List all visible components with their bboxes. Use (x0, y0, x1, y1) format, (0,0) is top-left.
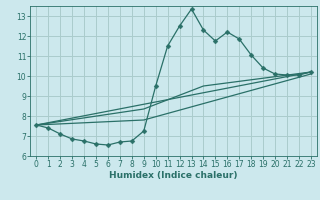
X-axis label: Humidex (Indice chaleur): Humidex (Indice chaleur) (109, 171, 238, 180)
